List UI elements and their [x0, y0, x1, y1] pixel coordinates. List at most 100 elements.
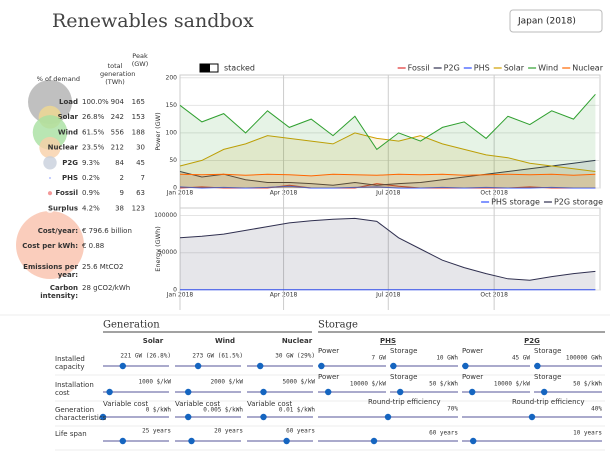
row-twh: 9 — [120, 189, 124, 197]
slider-knob[interactable] — [260, 413, 267, 421]
value-label: 40% — [591, 406, 602, 413]
sub-label: Storage — [534, 347, 561, 355]
share-bubble — [47, 191, 53, 196]
row-twh: 84 — [115, 159, 124, 167]
row-peak: 123 — [132, 204, 145, 212]
toggle-knob[interactable] — [200, 64, 210, 72]
legend-label: Wind — [538, 64, 558, 73]
series-line — [179, 185, 596, 189]
row-peak: 188 — [132, 128, 145, 136]
row-twh: 38 — [115, 204, 124, 212]
value-label: 5000 $/kW — [282, 379, 315, 386]
value-label: 70% — [447, 406, 458, 413]
value-label: 10 GWh — [436, 355, 458, 362]
row-peak: 63 — [136, 189, 145, 197]
slider-knob[interactable] — [106, 388, 113, 396]
cost-label: Carbon intensity: — [40, 284, 78, 300]
slider-knob[interactable] — [194, 362, 202, 370]
column-header: Nuclear — [282, 337, 313, 345]
row-name: Nuclear — [48, 144, 79, 152]
row-name: Wind — [58, 128, 78, 136]
slider-knob[interactable] — [283, 437, 290, 445]
slider-knob[interactable] — [541, 388, 548, 396]
y-tick-label: 150 — [166, 102, 178, 109]
value-label: 20 years — [214, 428, 243, 435]
value-label: 221 GW (26.8%) — [120, 353, 171, 360]
row-pct: 4.2% — [82, 204, 100, 212]
row-pct: 9.3% — [82, 159, 100, 167]
value-label: 273 GW (61.5%) — [192, 353, 243, 360]
slider-knob[interactable] — [470, 437, 477, 445]
section-title: Generation — [103, 320, 160, 331]
value-label: 60 years — [429, 430, 458, 437]
col-header: Peak (GW) — [131, 52, 149, 68]
slider-knob[interactable] — [185, 413, 192, 421]
value-label: 30 GW (29%) — [275, 353, 315, 360]
row-name: PHS — [62, 174, 78, 182]
section-title: Storage — [318, 320, 358, 331]
y-tick-label: 100 — [166, 129, 178, 136]
slider-knob[interactable] — [119, 437, 127, 445]
row-peak: 45 — [136, 159, 145, 167]
row-name: P2G — [62, 159, 78, 167]
y-tick-label: 0 — [173, 287, 177, 294]
row-name: Surplus — [48, 204, 78, 212]
sub-label: Round-trip efficiency — [512, 398, 585, 406]
value-label: 50 $/kWh — [429, 381, 458, 388]
slider-knob[interactable] — [188, 437, 195, 445]
y-axis-title: Power (GW) — [154, 112, 162, 150]
value-label: 60 years — [286, 428, 315, 435]
slider-knob[interactable] — [257, 362, 264, 370]
y-tick-label: 100000 — [154, 212, 177, 219]
share-bubble — [49, 177, 51, 179]
sub-label: Storage — [390, 373, 417, 381]
sub-label: Variable cost — [103, 400, 148, 408]
slider-knob[interactable] — [260, 388, 267, 396]
sub-label: Round-trip efficiency — [368, 398, 441, 406]
row-pct: 61.5% — [82, 128, 105, 136]
slider-knob[interactable] — [325, 388, 332, 396]
slider-knob[interactable] — [469, 388, 476, 396]
column-header: P2G — [524, 337, 540, 345]
value-label: 45 GW — [512, 355, 530, 362]
slider-knob[interactable] — [528, 413, 536, 421]
row-twh: 2 — [120, 174, 124, 182]
cost-value: € 796.6 billion — [82, 227, 132, 235]
slider-knob[interactable] — [370, 437, 378, 445]
slider-knob[interactable] — [390, 362, 397, 370]
slider-knob[interactable] — [99, 413, 107, 421]
slider-knob[interactable] — [185, 388, 192, 396]
series-area — [180, 160, 596, 188]
slider-knob[interactable] — [462, 362, 469, 370]
row-twh: 556 — [111, 128, 125, 136]
selector[interactable] — [509, 9, 603, 33]
sub-label: Power — [318, 347, 339, 355]
value-label: 10 years — [573, 430, 602, 437]
share-bubble — [28, 80, 72, 124]
row-name: Fossil — [56, 189, 78, 197]
row-twh: 212 — [111, 144, 124, 152]
selector-text[interactable]: Japan (2018) — [517, 17, 576, 27]
slider-knob[interactable] — [318, 362, 325, 370]
series-line — [179, 93, 596, 151]
value-label: 0 $/kWh — [146, 407, 172, 414]
series-area — [180, 218, 596, 290]
slider-knob[interactable] — [119, 362, 127, 370]
share-bubble — [39, 136, 61, 159]
column-header: PHS — [380, 337, 396, 345]
row-twh: 242 — [111, 113, 124, 121]
row-label: Installed capacity — [55, 355, 85, 371]
y-tick-label: 50 — [169, 157, 177, 164]
slider-knob[interactable] — [534, 362, 541, 370]
legend-label: PHS — [474, 64, 490, 73]
cost-value: € 0.88 — [82, 242, 105, 250]
cost-label: Emissions per year: — [23, 263, 78, 279]
value-label: 2000 $/kW — [210, 379, 243, 386]
row-twh: 904 — [111, 98, 125, 106]
slider-knob[interactable] — [384, 413, 392, 421]
sub-label: Power — [462, 347, 483, 355]
slider-knob[interactable] — [397, 388, 404, 396]
sub-label: Power — [462, 373, 483, 381]
